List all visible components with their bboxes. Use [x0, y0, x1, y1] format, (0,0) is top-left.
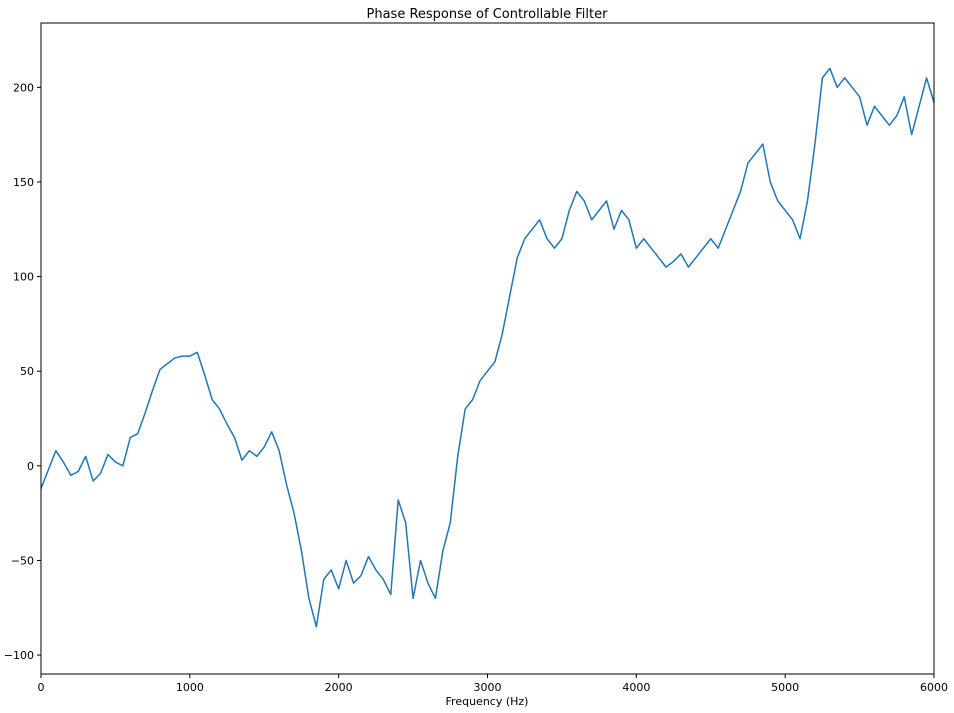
y-tick-label: 0	[27, 460, 34, 473]
x-axis: 0 1000 2000 3000 4000 5000 6000	[38, 674, 948, 694]
plot-background	[41, 23, 934, 674]
series-layer	[40, 67, 935, 628]
x-tick-label: 6000	[920, 681, 948, 694]
y-tick-label: 100	[13, 271, 34, 284]
chart-title: Phase Response of Controllable Filter	[367, 7, 609, 22]
y-tick-label: −100	[4, 649, 34, 662]
x-axis-label: Frequency (Hz)	[446, 695, 529, 708]
y-tick-label: −50	[11, 554, 34, 567]
y-axis: −100 −50 0 50 100 150 200	[4, 81, 41, 662]
x-tick-label: 2000	[325, 681, 353, 694]
y-tick-label: 50	[20, 365, 34, 378]
y-tick-label: 200	[13, 81, 34, 94]
x-tick-label: 1000	[176, 681, 204, 694]
plot-area	[40, 22, 935, 675]
y-tick-label: 150	[13, 176, 34, 189]
x-tick-label: 3000	[474, 681, 502, 694]
x-tick-label: 4000	[622, 681, 650, 694]
x-tick-label: 0	[38, 681, 45, 694]
x-tick-label: 5000	[771, 681, 799, 694]
series-line-0	[40, 67, 935, 628]
